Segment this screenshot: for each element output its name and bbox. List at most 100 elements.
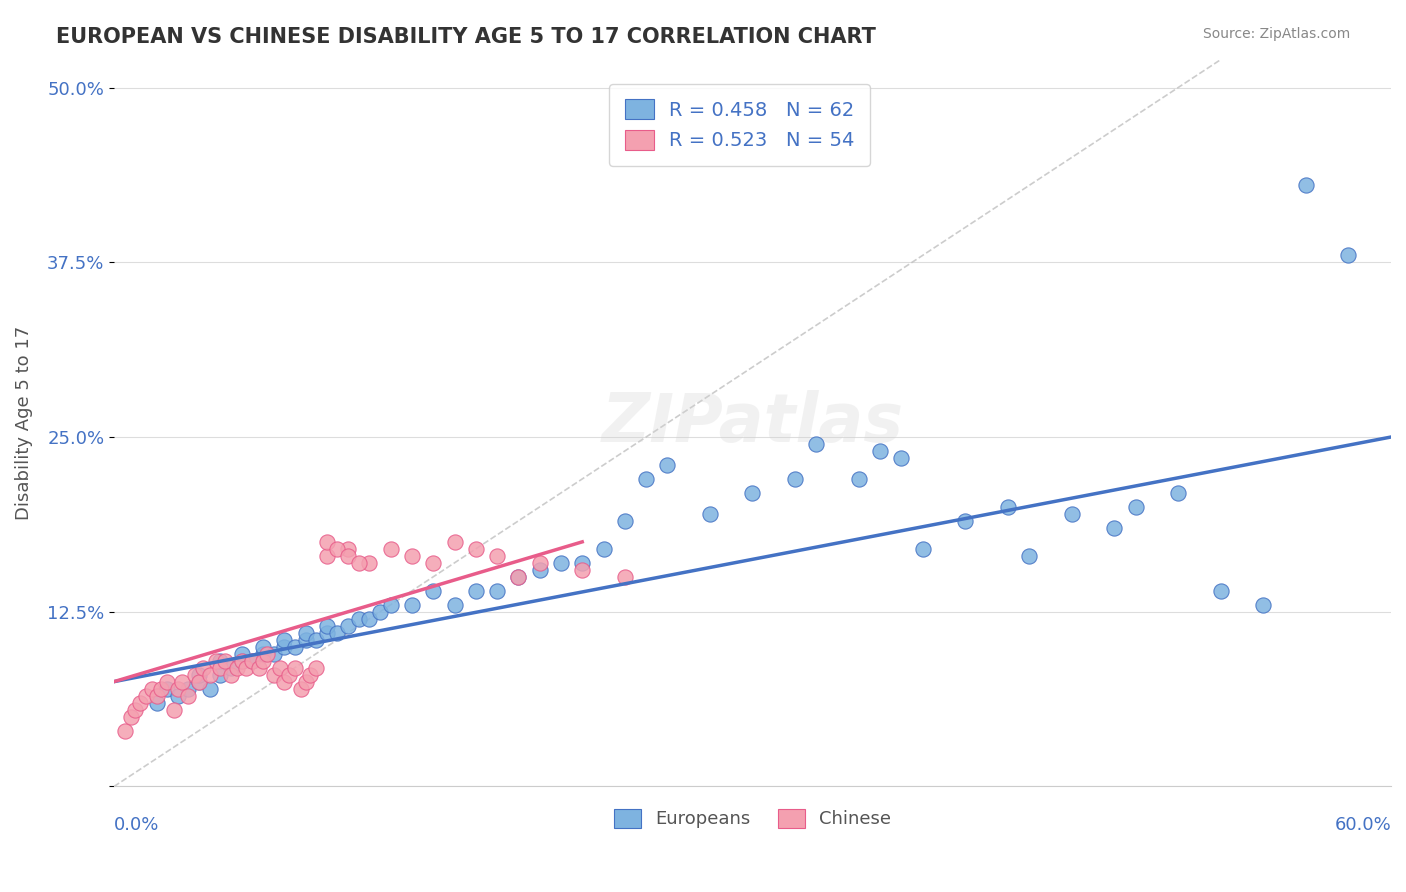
Point	[277, 667, 299, 681]
Point	[890, 450, 912, 465]
Point	[145, 696, 167, 710]
Text: ZIPatlas: ZIPatlas	[602, 390, 904, 456]
Point	[188, 674, 211, 689]
Point	[209, 667, 232, 681]
Point	[269, 661, 291, 675]
Point	[120, 709, 142, 723]
Point	[149, 681, 172, 696]
Point	[214, 654, 236, 668]
Point	[177, 681, 200, 696]
Point	[741, 486, 763, 500]
Point	[1125, 500, 1147, 514]
Point	[184, 667, 207, 681]
Point	[529, 556, 551, 570]
Point	[592, 541, 614, 556]
Point	[193, 661, 215, 675]
Point	[305, 632, 328, 647]
Point	[443, 534, 465, 549]
Point	[240, 654, 263, 668]
Point	[1295, 178, 1317, 193]
Point	[359, 612, 381, 626]
Point	[636, 472, 658, 486]
Point	[326, 625, 349, 640]
Point	[305, 661, 328, 675]
Point	[464, 583, 486, 598]
Point	[209, 661, 232, 675]
Point	[162, 703, 184, 717]
Point	[231, 654, 253, 668]
Point	[529, 563, 551, 577]
Point	[347, 556, 370, 570]
Point	[294, 674, 316, 689]
Point	[422, 556, 444, 570]
Point	[114, 723, 136, 738]
Point	[783, 472, 806, 486]
Point	[263, 667, 285, 681]
Point	[273, 640, 295, 654]
Point	[699, 507, 721, 521]
Point	[613, 570, 636, 584]
Point	[284, 640, 307, 654]
Point	[508, 570, 530, 584]
Point	[124, 703, 146, 717]
Point	[226, 661, 249, 675]
Point	[1104, 521, 1126, 535]
Point	[141, 681, 163, 696]
Point	[1253, 598, 1275, 612]
Point	[135, 689, 157, 703]
Point	[188, 667, 211, 681]
Point	[806, 437, 828, 451]
Text: 60.0%: 60.0%	[1334, 815, 1391, 833]
Point	[347, 612, 370, 626]
Point	[1209, 583, 1232, 598]
Point	[326, 541, 349, 556]
Point	[315, 534, 337, 549]
Point	[315, 625, 337, 640]
Point	[231, 654, 253, 668]
Point	[380, 541, 402, 556]
Point	[273, 674, 295, 689]
Point	[869, 444, 891, 458]
Point	[188, 674, 211, 689]
Point	[198, 681, 221, 696]
Point	[613, 514, 636, 528]
Point	[219, 667, 242, 681]
Point	[315, 618, 337, 632]
Point	[401, 549, 423, 563]
Y-axis label: Disability Age 5 to 17: Disability Age 5 to 17	[15, 326, 32, 520]
Point	[657, 458, 679, 472]
Point	[273, 632, 295, 647]
Point	[240, 654, 263, 668]
Point	[252, 654, 274, 668]
Point	[294, 632, 316, 647]
Point	[219, 661, 242, 675]
Point	[290, 681, 312, 696]
Point	[997, 500, 1019, 514]
Point	[235, 661, 257, 675]
Point	[294, 625, 316, 640]
Point	[1018, 549, 1040, 563]
Text: 0.0%: 0.0%	[114, 815, 159, 833]
Point	[298, 667, 321, 681]
Point	[443, 598, 465, 612]
Point	[156, 674, 179, 689]
Point	[550, 556, 572, 570]
Point	[380, 598, 402, 612]
Point	[205, 654, 228, 668]
Point	[252, 647, 274, 661]
Point	[508, 570, 530, 584]
Point	[337, 618, 360, 632]
Point	[848, 472, 870, 486]
Point	[263, 647, 285, 661]
Point	[401, 598, 423, 612]
Point	[337, 541, 360, 556]
Point	[368, 605, 391, 619]
Point	[209, 654, 232, 668]
Point	[315, 549, 337, 563]
Point	[252, 640, 274, 654]
Point	[145, 689, 167, 703]
Point	[486, 583, 509, 598]
Point	[571, 556, 593, 570]
Point	[247, 661, 270, 675]
Point	[156, 681, 179, 696]
